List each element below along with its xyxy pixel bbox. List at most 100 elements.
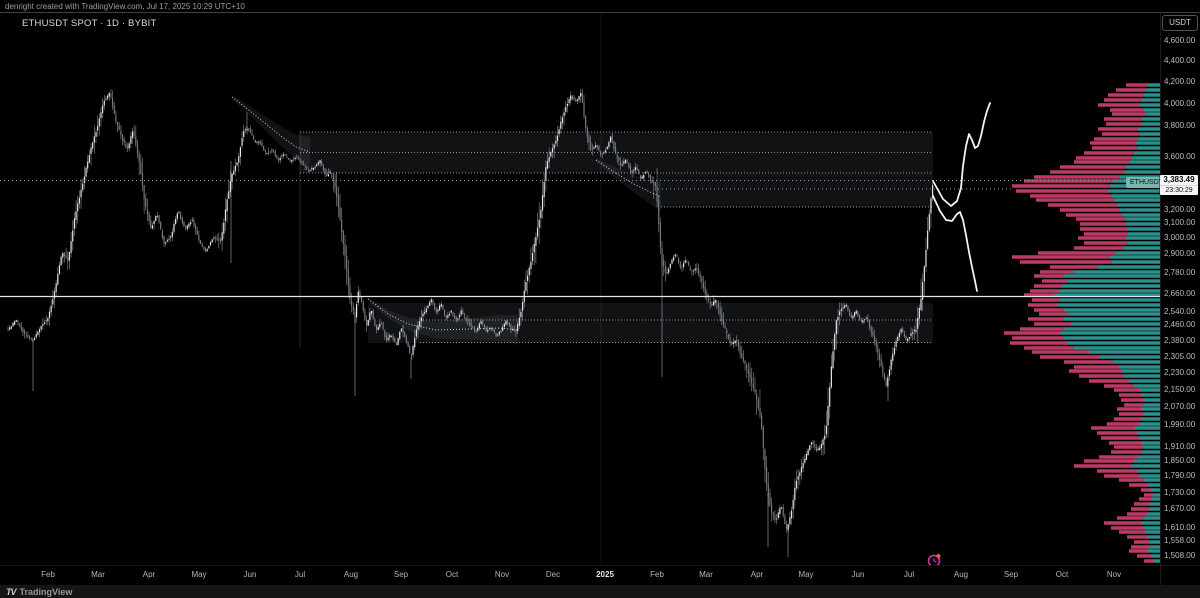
tradingview-logo-icon[interactable]: TV [6, 586, 16, 597]
volume-profile-sell-bar [1104, 474, 1139, 478]
volume-profile-sell-bar [1144, 559, 1153, 563]
volume-profile-buy-bar [1147, 483, 1160, 487]
volume-profile-sell-bar [1134, 540, 1149, 544]
volume-profile-sell-bar [1074, 160, 1130, 164]
volume-profile-sell-bar [1034, 274, 1064, 278]
alert-clock-icon[interactable] [927, 554, 941, 566]
volume-profile-sell-bar [1084, 232, 1128, 236]
price-axis-border [1160, 13, 1161, 585]
volume-profile-buy-bar [1137, 469, 1160, 473]
volume-profile-sell-bar [1139, 497, 1151, 501]
volume-profile-buy-bar [1139, 388, 1160, 392]
volume-profile-sell-bar [1114, 417, 1141, 421]
ghost-pattern-fill [232, 95, 310, 167]
volume-profile-buy-bar [1112, 260, 1160, 264]
volume-profile-sell-bar [1126, 83, 1148, 87]
volume-profile-buy-bar [1140, 103, 1160, 107]
volume-profile-buy-bar [1054, 293, 1160, 297]
price-zone-rect [300, 132, 933, 173]
volume-profile-buy-bar [1074, 270, 1160, 274]
volume-profile-buy-bar [1119, 365, 1160, 369]
time-axis-label: Jun [243, 570, 257, 579]
volume-profile-buy-bar [1057, 303, 1160, 307]
volume-profile-buy-bar [1127, 227, 1160, 231]
time-axis-label: Sep [393, 570, 409, 579]
volume-profile-sell-bar [1084, 151, 1134, 155]
time-axis-label: Mar [91, 570, 105, 579]
volume-profile-sell-bar [1012, 184, 1110, 188]
time-axis-label: Jul [903, 570, 915, 579]
volume-profile-sell-bar [1060, 165, 1126, 169]
volume-profile-sell-bar [1091, 426, 1135, 430]
volume-profile-buy-bar [1145, 112, 1160, 116]
volume-profile-sell-bar [1066, 213, 1122, 217]
volume-profile-sell-bar [1094, 137, 1138, 141]
volume-profile-sell-bar [1084, 241, 1128, 245]
volume-profile-sell-bar [1119, 393, 1141, 397]
volume-profile-sell-bar [1089, 379, 1129, 383]
volume-profile-buy-bar [1147, 535, 1160, 539]
volume-profile-buy-bar [1064, 308, 1160, 312]
volume-profile-buy-bar [1116, 251, 1160, 255]
volume-profile-sell-bar [1069, 369, 1121, 373]
price-axis-label: 1,790.00 [1164, 471, 1196, 480]
volume-profile-sell-bar [1080, 222, 1126, 226]
volume-profile-sell-bar [1016, 189, 1108, 193]
volume-profile-sell-bar [1129, 549, 1147, 553]
price-axis-label: 2,305.00 [1164, 352, 1196, 361]
time-axis-label: Nov [1106, 570, 1122, 579]
volume-profile-buy-bar [1141, 417, 1160, 421]
volume-profile-sell-bar [1034, 175, 1120, 179]
volume-profile-buy-bar [1137, 431, 1160, 435]
volume-profile-sell-bar [1004, 331, 1059, 335]
volume-profile-buy-bar [1143, 445, 1160, 449]
tradingview-logo-text[interactable]: TradingView [19, 586, 73, 597]
volume-profile-sell-bar [1141, 488, 1151, 492]
price-axis-label: 4,400.00 [1164, 56, 1196, 65]
price-axis-label: 4,000.00 [1164, 99, 1196, 108]
volume-profile-buy-bar [1128, 232, 1160, 236]
volume-profile-sell-bar [1076, 217, 1126, 221]
volume-profile-buy-bar [1064, 336, 1160, 340]
volume-profile-sell-bar [1104, 98, 1142, 102]
volume-profile-buy-bar [1064, 274, 1160, 278]
volume-profile-buy-bar [1141, 393, 1160, 397]
price-axis-label: 2,070.00 [1164, 402, 1196, 411]
bar-countdown: 23:30:29 [1160, 185, 1198, 195]
volume-profile-buy-bar [1147, 549, 1160, 553]
time-axis-label: Aug [343, 570, 359, 579]
price-axis-label: 1,910.00 [1164, 442, 1196, 451]
time-axis-label: Jun [851, 570, 865, 579]
volume-profile-sell-bar [1137, 554, 1151, 558]
volume-profile-sell-bar [1114, 388, 1139, 392]
projection-curve [932, 102, 991, 207]
volume-profile-buy-bar [1143, 526, 1160, 530]
volume-profile-buy-bar [1143, 412, 1160, 416]
volume-profile-sell-bar [1117, 516, 1144, 520]
volume-profile-sell-bar [1040, 270, 1074, 274]
volume-profile-sell-bar [1098, 127, 1138, 131]
last-price-label: 3,383.49 23:30:29 [1160, 175, 1198, 195]
volume-profile-buy-bar [1129, 379, 1160, 383]
ghost-pattern-centerline [367, 298, 519, 331]
volume-profile-sell-bar [1111, 450, 1141, 454]
volume-profile-sell-bar [1048, 203, 1118, 207]
volume-profile-sell-bar [1104, 521, 1141, 525]
volume-profile-buy-bar [1148, 83, 1160, 87]
volume-profile-buy-bar [1112, 194, 1160, 198]
volume-profile-buy-bar [1120, 208, 1160, 212]
volume-profile-sell-bar [1144, 493, 1153, 497]
volume-profile-buy-bar [1141, 521, 1160, 525]
volume-profile-buy-bar [1067, 341, 1160, 345]
volume-profile-sell-bar [1124, 403, 1144, 407]
time-axis-label: Oct [1055, 570, 1069, 579]
chart-canvas[interactable] [0, 13, 1160, 565]
currency-toggle-button[interactable]: USDT [1162, 15, 1198, 31]
volume-profile-buy-bar [1144, 108, 1160, 112]
volume-profile-sell-bar [1111, 526, 1143, 530]
price-axis-label: 4,200.00 [1164, 77, 1196, 86]
volume-profile-buy-bar [1139, 422, 1160, 426]
volume-profile-buy-bar [1132, 156, 1160, 160]
volume-profile-sell-bar [1010, 341, 1067, 345]
volume-profile-sell-bar [1012, 255, 1110, 259]
